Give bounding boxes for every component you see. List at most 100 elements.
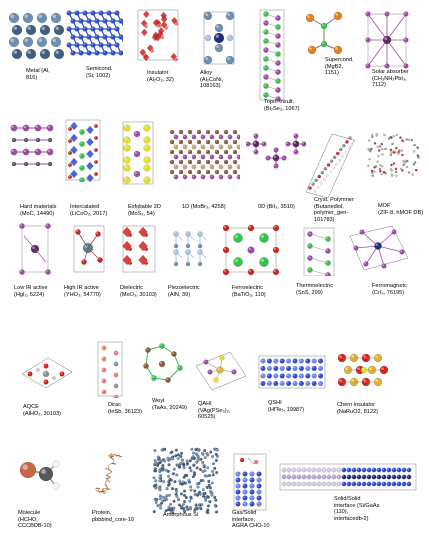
solar-subtitle: 7112): [372, 82, 386, 89]
atom: [98, 10, 104, 16]
atom: [225, 55, 235, 65]
atom-highlight: [302, 482, 304, 484]
atom-highlight: [282, 468, 284, 470]
atom: [158, 487, 162, 491]
atom-highlight: [364, 262, 366, 264]
atom: [311, 365, 317, 372]
atom: [227, 144, 233, 150]
atom-highlight: [196, 466, 198, 468]
atom-highlight: [377, 468, 379, 470]
atom: [259, 257, 269, 267]
atom-highlight: [212, 473, 214, 475]
alloy-caption: Alloy (Al₂CoNi, 108163): [200, 70, 223, 90]
atom: [247, 268, 255, 276]
atom: [169, 502, 173, 506]
atom: [152, 510, 156, 514]
atom-highlight: [102, 390, 104, 392]
hard-subtitle: (MoC, 14490): [20, 210, 55, 217]
atom-highlight: [155, 498, 157, 500]
qshi-title: QSHI: [268, 400, 282, 406]
atom: [152, 476, 156, 480]
atom-highlight: [179, 160, 181, 162]
weyl-subtitle: (TaAs, 20249): [152, 404, 187, 411]
atom-highlight: [119, 51, 121, 53]
atom-highlight: [250, 490, 252, 492]
atom-highlight: [322, 475, 324, 477]
highir-title: High IR active: [64, 285, 99, 291]
bond: [107, 488, 111, 490]
atom-highlight: [36, 138, 38, 140]
atom-highlight: [216, 25, 219, 28]
atom-highlight: [382, 264, 384, 266]
atom-highlight: [287, 475, 289, 477]
atom-highlight: [274, 381, 276, 384]
solidsolid-subtitle: interfacedb-2): [334, 516, 369, 523]
exfoliable-subtitle: (MoS₂, 54): [128, 210, 155, 217]
atom-highlight: [185, 496, 187, 498]
atom-highlight: [215, 160, 217, 162]
atom-highlight: [170, 160, 172, 162]
atom: [318, 380, 324, 387]
atom: [308, 186, 312, 190]
atom: [181, 502, 186, 506]
atom-highlight: [367, 482, 369, 484]
atom-highlight: [111, 19, 113, 21]
atom-highlight: [332, 475, 334, 477]
atom: [42, 370, 50, 378]
atom-highlight: [390, 168, 391, 170]
protein-structure: [95, 453, 122, 495]
atom: [144, 24, 148, 28]
atom-highlight: [206, 140, 208, 142]
atom-highlight: [197, 140, 199, 142]
unit-cell: [279, 463, 417, 491]
atom: [184, 495, 188, 500]
atom-highlight: [376, 145, 378, 147]
atom: [286, 365, 292, 372]
atom-highlight: [375, 379, 378, 382]
atom-highlight: [224, 160, 226, 162]
atom: [209, 450, 213, 454]
polymer-crystal-icon: [302, 130, 358, 200]
atom: [367, 164, 370, 168]
atom-highlight: [294, 150, 296, 152]
atom-highlight: [204, 497, 206, 499]
atom: [174, 454, 178, 458]
atom: [361, 467, 367, 473]
atom: [366, 481, 372, 487]
atom: [227, 174, 233, 180]
atom: [196, 149, 202, 155]
bond: [309, 257, 329, 264]
atom: [183, 473, 187, 477]
bond: [355, 245, 379, 249]
atom: [36, 36, 48, 48]
aqce-caption: AQCE (AlHO₂, 30103): [23, 404, 61, 417]
atom-highlight: [312, 475, 314, 477]
atom: [392, 162, 396, 165]
atom-highlight: [52, 38, 56, 42]
atom: [307, 45, 317, 54]
atom-highlight: [174, 262, 176, 264]
atom-highlight: [214, 378, 216, 380]
atom: [326, 474, 332, 480]
qshi-crystal-icon: [257, 352, 329, 392]
atom: [351, 474, 357, 480]
atom: [45, 223, 51, 229]
atom: [196, 485, 200, 489]
atom-highlight: [371, 170, 373, 172]
atom-highlight: [257, 490, 259, 492]
atom-highlight: [124, 157, 127, 160]
atom: [329, 170, 332, 174]
atom: [406, 467, 412, 473]
atom: [178, 129, 184, 135]
atom: [202, 465, 206, 469]
atom: [348, 136, 352, 140]
polyhedron: [70, 133, 78, 143]
atom-highlight: [219, 175, 221, 177]
atom: [213, 503, 217, 507]
atom: [23, 161, 29, 167]
atom: [249, 489, 255, 495]
atom-highlight: [202, 453, 204, 455]
atom-highlight: [165, 498, 167, 500]
atom: [402, 163, 405, 167]
atom: [191, 451, 195, 455]
